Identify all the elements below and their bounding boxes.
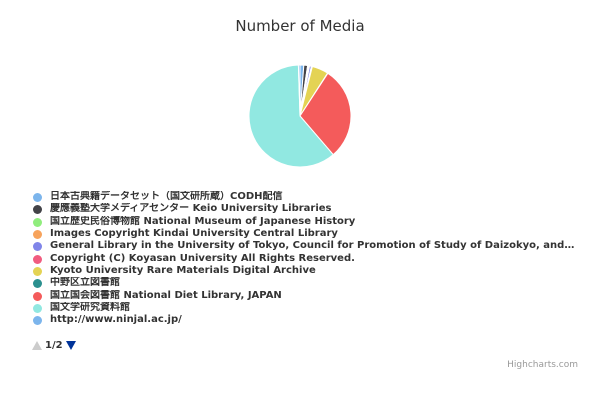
chart-legend: 日本古典籍データセット（国文研所蔵）CODH配信 慶應義塾大学メディアセンター K… <box>32 191 577 328</box>
legend-item[interactable]: Kyoto University Rare Materials Digital … <box>32 265 577 277</box>
legend-symbol <box>33 205 42 215</box>
legend-label: 中野区立図書館 <box>50 277 120 289</box>
legend-label: http://www.ninjal.ac.jp/ <box>50 314 182 326</box>
legend-symbol <box>33 267 42 277</box>
pie-slice[interactable] <box>248 64 334 168</box>
legend-item[interactable]: Images Copyright Kindai University Centr… <box>32 228 577 240</box>
legend-label: 日本古典籍データセット（国文研所蔵）CODH配信 <box>50 191 283 202</box>
legend-label: 慶應義塾大学メディアセンター Keio University Libraries <box>50 203 332 215</box>
legend-item[interactable]: 日本古典籍データセット（国文研所蔵）CODH配信 <box>32 191 577 203</box>
legend-page-indicator: 1/2 <box>45 340 63 351</box>
legend-item[interactable]: 国文学研究資料館 <box>32 302 577 314</box>
legend-item[interactable]: 慶應義塾大学メディアセンター Keio University Libraries <box>32 203 577 215</box>
legend-page-up-icon[interactable] <box>32 340 42 350</box>
legend-symbol <box>33 291 42 301</box>
legend-item[interactable]: http://www.ninjal.ac.jp/ <box>32 314 577 326</box>
legend-item[interactable]: Copyright (C) Koyasan University All Rig… <box>32 253 577 265</box>
legend-item[interactable]: 国立国会図書館 National Diet Library, JAPAN <box>32 290 577 302</box>
legend-item[interactable]: 中野区立図書館 <box>32 277 577 289</box>
legend-pager: 1/2 <box>32 339 76 353</box>
pie-slice[interactable] <box>297 64 301 117</box>
chart-title: Number of Media <box>235 17 365 35</box>
legend-label: Images Copyright Kindai University Centr… <box>50 228 338 240</box>
legend-label: 国文学研究資料館 <box>50 302 130 314</box>
legend-symbol <box>33 193 42 202</box>
legend-label: Copyright (C) Koyasan University All Rig… <box>50 252 355 264</box>
legend-symbol <box>33 217 42 227</box>
legend-label: General Library in the University of Tok… <box>50 240 577 252</box>
legend-label: 国立歴史民俗博物館 National Museum of Japanese Hi… <box>50 215 356 227</box>
legend-label: Kyoto University Rare Materials Digital … <box>50 265 316 277</box>
legend-symbol <box>33 316 42 326</box>
legend-symbol <box>33 254 42 264</box>
legend-item[interactable]: General Library in the University of Tok… <box>32 240 577 252</box>
highcharts-credits[interactable]: Highcharts.com <box>507 360 578 370</box>
legend-symbol <box>33 242 42 252</box>
legend-symbol <box>33 279 42 289</box>
legend-symbol <box>33 304 42 314</box>
legend-symbol <box>33 230 42 240</box>
legend-label: 国立国会図書館 National Diet Library, JAPAN <box>50 289 282 301</box>
pie-slice[interactable] <box>299 72 352 156</box>
legend-page-down-icon[interactable] <box>65 340 76 350</box>
legend-item[interactable]: 国立歴史民俗博物館 National Museum of Japanese Hi… <box>32 216 577 228</box>
